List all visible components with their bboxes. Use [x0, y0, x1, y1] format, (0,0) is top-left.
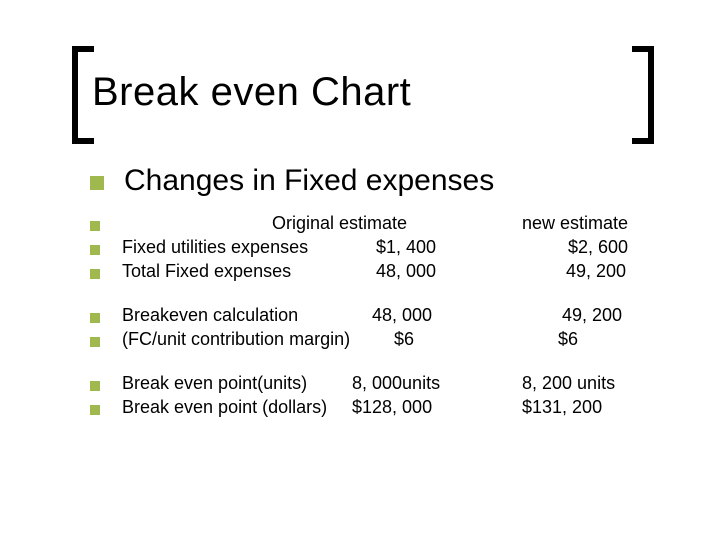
line: Breakeven calculation 48, 000 49, 200	[122, 306, 712, 324]
bullet-icon	[90, 245, 100, 255]
orig-bepd: $128, 000	[352, 398, 522, 416]
row-fc-unit: (FC/unit contribution margin) $6 $6	[90, 330, 690, 348]
bullet-icon	[90, 313, 100, 323]
label-bepu: Break even point(units)	[122, 374, 352, 392]
subtitle-row: Changes in Fixed expenses	[90, 166, 690, 196]
new-bepu: 8, 200 units	[522, 374, 672, 392]
new-becalc: 49, 200	[542, 306, 712, 324]
orig-becalc: 48, 000	[352, 306, 542, 324]
line: Original estimate new estimate	[122, 214, 690, 232]
orig-total: 48, 000	[352, 262, 546, 280]
row-bep-units: Break even point(units) 8, 000units 8, 2…	[90, 374, 690, 392]
row-utilities: Fixed utilities expenses $1, 400 $2, 600	[90, 238, 690, 256]
line: Break even point (dollars) $128, 000 $13…	[122, 398, 690, 416]
bullet-icon	[90, 405, 100, 415]
line: (FC/unit contribution margin) $6 $6	[122, 330, 708, 348]
slide-content: Changes in Fixed expenses Original estim…	[90, 166, 690, 416]
row-bep-dollars: Break even point (dollars) $128, 000 $13…	[90, 398, 690, 416]
label-total: Total Fixed expenses	[122, 262, 352, 280]
bullet-icon	[90, 269, 100, 279]
label-bepd: Break even point (dollars)	[122, 398, 352, 416]
orig-bepu: 8, 000units	[352, 374, 522, 392]
header-row: Original estimate new estimate	[90, 214, 690, 232]
bracket-right-icon	[632, 46, 654, 144]
new-utilities: $2, 600	[546, 238, 718, 256]
bullet-icon	[90, 221, 100, 231]
bracket-left-icon	[72, 46, 94, 144]
orig-fcu: $6	[394, 330, 522, 348]
row-breakeven-calc: Breakeven calculation 48, 000 49, 200	[90, 306, 690, 324]
new-fcu: $6	[522, 330, 708, 348]
cell-blank	[122, 214, 272, 232]
new-total: 49, 200	[546, 262, 716, 280]
bullet-icon	[90, 381, 100, 391]
header-original: Original estimate	[272, 214, 522, 232]
bullet-icon	[90, 337, 100, 347]
subtitle-text: Changes in Fixed expenses	[124, 166, 494, 196]
label-fcu: (FC/unit contribution margin)	[122, 330, 394, 348]
bullet-icon	[90, 176, 104, 190]
orig-utilities: $1, 400	[352, 238, 546, 256]
label-becalc: Breakeven calculation	[122, 306, 352, 324]
header-new: new estimate	[522, 214, 672, 232]
slide: Break even Chart Changes in Fixed expens…	[0, 0, 720, 540]
line: Total Fixed expenses 48, 000 49, 200	[122, 262, 716, 280]
slide-title: Break even Chart	[92, 70, 411, 115]
title-wrap: Break even Chart	[78, 46, 648, 144]
row-total: Total Fixed expenses 48, 000 49, 200	[90, 262, 690, 280]
line: Fixed utilities expenses $1, 400 $2, 600	[122, 238, 718, 256]
line: Break even point(units) 8, 000units 8, 2…	[122, 374, 690, 392]
new-bepd: $131, 200	[522, 398, 672, 416]
label-utilities: Fixed utilities expenses	[122, 238, 352, 256]
